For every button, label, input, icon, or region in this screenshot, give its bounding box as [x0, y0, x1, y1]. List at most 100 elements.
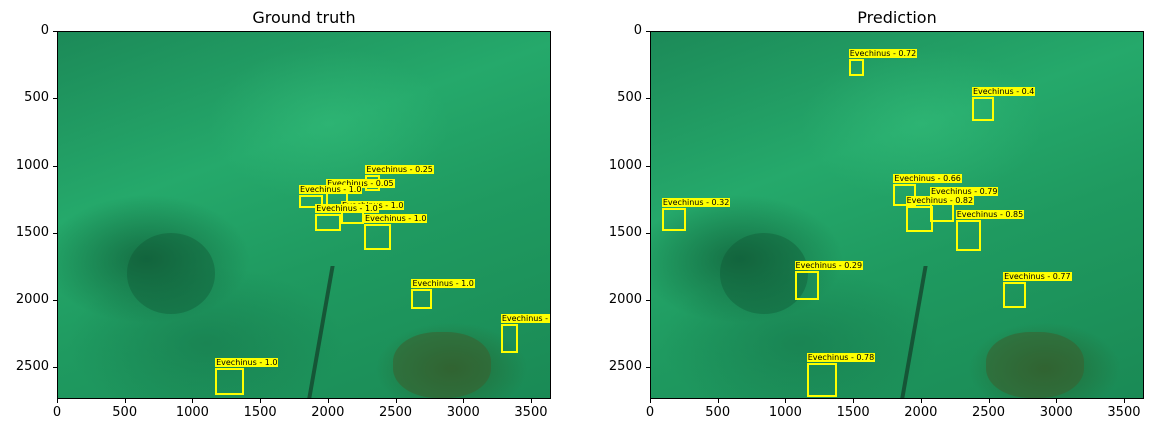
rock-shadow [719, 233, 809, 314]
rock-shadow [126, 233, 216, 314]
detection-label: Evechinus - 1.0 [500, 313, 550, 323]
detection-label: Evechinus - 0.25 [365, 164, 434, 174]
x-tick-mark [395, 399, 397, 403]
x-tick-mark [853, 399, 855, 403]
x-tick-mark [260, 399, 262, 403]
detection-box: Evechinus - 1.0 [500, 313, 550, 354]
seaweed-patch [392, 332, 491, 398]
y-tick-mark [646, 165, 650, 167]
prediction-image: Evechinus - 0.72 Evechinus - 0.4 Evechinus… [650, 31, 1144, 399]
detection-box: Evechinus - 0.29 [794, 261, 864, 300]
detection-box: Evechinus - 0.4 [971, 86, 1036, 121]
x-tick-mark [192, 399, 194, 403]
x-tick-label: 500 [705, 405, 731, 420]
prediction-panel: Prediction Evechinus - 0.72 Evechinus - 0… [593, 0, 1153, 436]
x-tick-label: 500 [112, 405, 138, 420]
y-tick-mark [646, 98, 650, 100]
detection-box: Evechinus - 0.66 [893, 173, 962, 206]
detection-label: Evechinus - 0.72 [848, 48, 918, 58]
y-tick-mark [646, 31, 650, 32]
detection-label: Evechinus - 0.32 [661, 198, 731, 208]
y-tick-mark [53, 165, 57, 167]
x-tick-label: 2000 [904, 405, 938, 420]
detection-box: Evechinus - 1.0 [341, 200, 405, 225]
x-tick-label: 2500 [971, 405, 1006, 420]
x-tick-label: 3000 [1039, 405, 1073, 420]
detection-box: Evechinus - 0.32 [661, 198, 731, 232]
y-tick-label: 1000 [608, 157, 642, 173]
detection-label: Evechinus - 0.82 [905, 195, 975, 205]
y-tick-label: 1000 [15, 157, 49, 173]
y-tick-mark [53, 367, 57, 369]
detection-label: Evechinus - 0.4 [971, 86, 1036, 96]
detection-label: Evechinus - 0.79 [929, 187, 999, 197]
y-tick-label: 0 [633, 23, 642, 38]
x-tick-mark [988, 399, 990, 403]
y-tick-mark [53, 300, 57, 301]
y-tick-label: 2500 [608, 359, 642, 375]
y-tick-mark [646, 300, 650, 301]
x-tick-label: 2000 [311, 405, 345, 420]
x-tick-label: 1500 [243, 405, 277, 420]
y-tick-label: 500 [617, 90, 642, 106]
x-tick-label: 3500 [514, 405, 548, 420]
detection-box: Evechinus - 1.0 [411, 278, 475, 310]
detection-box: Evechinus - 0.82 [905, 195, 975, 233]
detection-box: Evechinus - 0.72 [848, 48, 918, 77]
x-tick-mark [785, 399, 787, 403]
x-tick-label: 2500 [378, 405, 413, 420]
ground-truth-panel: Ground truth Evechinus - 0.25Evechinus -… [0, 0, 560, 436]
x-tick-mark [57, 399, 58, 403]
panel-title: Prediction [857, 8, 937, 27]
x-tick-mark [463, 399, 465, 403]
y-tick-label: 2000 [15, 292, 49, 307]
detection-box: Evechinus - 1.0 [364, 214, 428, 250]
detection-box: Evechinus - 0.85 [955, 210, 1025, 252]
x-tick-label: 0 [52, 405, 62, 420]
detection-box: Evechinus - 0.77 [1003, 272, 1072, 308]
x-tick-mark [530, 399, 532, 403]
x-tick-mark [717, 399, 719, 403]
y-tick-label: 0 [40, 23, 49, 38]
y-tick-mark [646, 232, 650, 234]
detection-label: Evechinus - 0.78 [806, 352, 876, 362]
detection-box: Evechinus - 1.0 [215, 358, 279, 396]
detection-box: Evechinus - 1.0 [315, 203, 379, 232]
y-tick-mark [53, 232, 57, 234]
y-tick-label: 2000 [608, 292, 642, 307]
x-tick-mark [1056, 399, 1058, 403]
x-tick-mark [124, 399, 126, 403]
x-tick-label: 3500 [1107, 405, 1141, 420]
x-tick-label: 1000 [768, 405, 802, 420]
detection-label: Evechinus - 0.05 [326, 179, 395, 189]
x-tick-mark [327, 399, 329, 403]
detection-label: Evechinus - 0.29 [794, 261, 864, 271]
x-tick-mark [1123, 399, 1125, 403]
y-tick-mark [646, 367, 650, 369]
x-tick-label: 0 [645, 405, 655, 420]
y-tick-label: 500 [24, 90, 49, 106]
y-tick-label: 2500 [15, 359, 49, 375]
x-tick-label: 1000 [175, 405, 209, 420]
panel-title: Ground truth [252, 8, 356, 27]
x-tick-mark [650, 399, 651, 403]
y-tick-label: 1500 [15, 224, 49, 240]
detection-box: Evechinus - 0.78 [806, 352, 876, 397]
ground-truth-image: Evechinus - 0.25Evechinus - 0.05Evechinu… [57, 31, 551, 399]
detection-label: Evechinus - 1.0 [299, 184, 363, 194]
detection-label: Evechinus - 0.85 [955, 210, 1025, 220]
x-tick-mark [920, 399, 922, 403]
x-tick-label: 3000 [446, 405, 480, 420]
detection-label: Evechinus - 0.66 [893, 173, 962, 183]
y-tick-mark [53, 98, 57, 100]
y-tick-label: 1500 [608, 224, 642, 240]
seaweed-patch [985, 332, 1084, 398]
y-tick-mark [53, 31, 57, 32]
detection-label: Evechinus - 1.0 [411, 278, 475, 288]
x-tick-label: 1500 [836, 405, 870, 420]
detection-box: Evechinus - 1.0 [299, 184, 363, 209]
detection-label: Evechinus - 0.77 [1003, 272, 1072, 282]
detection-label: Evechinus - 1.0 [215, 358, 279, 368]
detection-label: Evechinus - 1.0 [364, 214, 428, 224]
detection-label: Evechinus - 1.0 [315, 203, 379, 213]
